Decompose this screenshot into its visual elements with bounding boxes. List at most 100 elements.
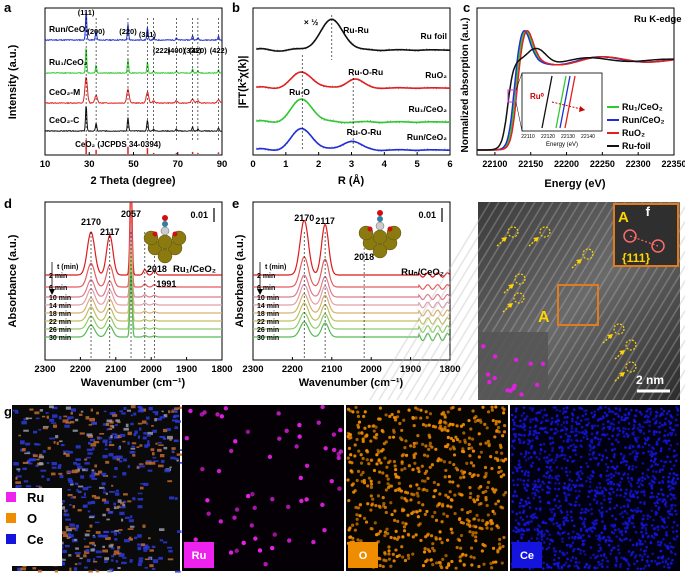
eds-map-dot — [590, 489, 593, 492]
eds-map-dot — [495, 450, 499, 454]
eds-overlay-dot — [53, 424, 57, 428]
eds-map-dot — [616, 434, 619, 437]
eds-map-dot — [452, 462, 456, 467]
eds-map-dot — [545, 413, 548, 417]
eds-overlay-dot — [94, 464, 98, 468]
drifts-series-line — [253, 293, 450, 317]
eds-overlay-dot — [66, 417, 71, 420]
eds-map-dot — [597, 560, 600, 564]
eds-map-dot — [582, 549, 586, 553]
eds-map-dot — [556, 531, 560, 535]
eds-map-dot — [348, 460, 352, 464]
eds-map-dot — [554, 427, 558, 431]
eds-map-dot — [460, 469, 464, 473]
eds-overlay-dot — [104, 560, 108, 563]
eds-map-dot — [424, 444, 428, 448]
eds-map-dot — [404, 453, 409, 457]
eds-map-dot — [632, 423, 636, 427]
eds-map-dot — [652, 536, 656, 540]
eds-map-dot — [411, 510, 415, 514]
eds-overlay-dot — [122, 440, 126, 443]
eds-overlay-dot — [137, 498, 144, 501]
eds-map-dot — [400, 460, 404, 464]
eds-map-dot — [650, 455, 654, 458]
eds-map-dot — [414, 452, 418, 456]
eds-map-dot — [447, 474, 452, 479]
eds-map-dot — [542, 482, 546, 485]
eds-overlay-dot — [139, 465, 145, 468]
eds-map-dot — [560, 565, 564, 569]
eds-map-dot — [555, 453, 559, 457]
eds-map-dot — [361, 470, 365, 475]
eds-map-dot — [377, 532, 381, 536]
eds-map-dot — [495, 428, 499, 433]
eds-overlay-dot — [73, 567, 78, 571]
eds-map-dot — [440, 541, 444, 545]
eds-map-dot — [605, 474, 608, 478]
eds-map-dot — [596, 566, 599, 570]
eds-overlay-dot — [89, 541, 93, 545]
eds-map-dot — [610, 459, 613, 463]
eds-map-dot — [604, 405, 607, 409]
eds-map-dot — [562, 487, 566, 490]
eds-map-dot — [667, 475, 671, 479]
eds-map-dot — [590, 507, 593, 511]
eds-map-dot — [473, 517, 477, 521]
eds-map-dot — [587, 534, 591, 538]
eds-overlay-dot — [90, 500, 96, 505]
eds-map-dot — [658, 561, 662, 565]
eds-overlay-dot — [104, 442, 108, 447]
eds-overlay-dot — [108, 443, 115, 447]
eds-map-dot — [676, 409, 680, 412]
xrd-series-label: Ru₁/CeO₂ — [49, 57, 88, 67]
eds-overlay-dot — [88, 442, 91, 445]
eds-map-dot — [583, 524, 587, 528]
eds-map-dot — [658, 481, 661, 485]
lattice-fringe — [405, 201, 527, 401]
eds-overlay-dot — [85, 416, 90, 420]
eds-map-dot — [535, 456, 539, 459]
eds-map-dot — [570, 519, 574, 522]
lattice-fringe — [639, 324, 685, 401]
eds-map-dot — [562, 421, 566, 424]
eds-map-dot — [551, 441, 555, 444]
eds-overlay-dot — [154, 412, 159, 416]
eds-map-dot — [634, 465, 638, 469]
eds-overlay-dot — [108, 428, 113, 430]
eds-overlay-dot — [130, 447, 136, 450]
eds-map-dot — [562, 516, 566, 520]
eds-overlay-dot — [27, 462, 33, 465]
eds-map-dot — [639, 539, 642, 543]
eds-map-dot — [469, 491, 473, 496]
eds-map-dot — [595, 456, 598, 460]
eds-overlay-dot — [125, 423, 129, 428]
eds-map-dot — [473, 419, 478, 424]
eds-overlay-dot — [15, 485, 22, 488]
eds-overlay-dot — [84, 545, 90, 548]
eds-map-dot — [655, 440, 659, 444]
eds-map-dot — [647, 476, 650, 479]
eds-map-dot — [662, 565, 666, 568]
eds-map-dot — [645, 559, 649, 563]
eds-map-dot — [351, 410, 355, 414]
eds-map-dot — [669, 426, 672, 430]
molecule-ru-atom — [160, 226, 170, 236]
panel-e-letter: e — [232, 196, 239, 211]
eds-overlay-dot — [166, 428, 171, 432]
eds-map-dot — [553, 558, 556, 562]
eds-map-dot — [549, 566, 553, 569]
single-atom-arrowhead — [619, 372, 625, 377]
eds-map-dot — [615, 504, 619, 507]
eds-map-dot — [449, 505, 453, 509]
eds-overlay-dot — [103, 531, 110, 534]
eds-map-dot — [550, 416, 554, 420]
eds-map-dot — [619, 565, 622, 569]
eds-map-dot — [669, 498, 673, 501]
eds-map-dot — [493, 456, 498, 460]
fft-line — [629, 235, 659, 247]
eds-map-dot — [672, 476, 675, 480]
eds-map-dot — [578, 484, 582, 487]
eds-legend-label: O — [27, 511, 37, 526]
eds-map-dot — [471, 533, 475, 537]
